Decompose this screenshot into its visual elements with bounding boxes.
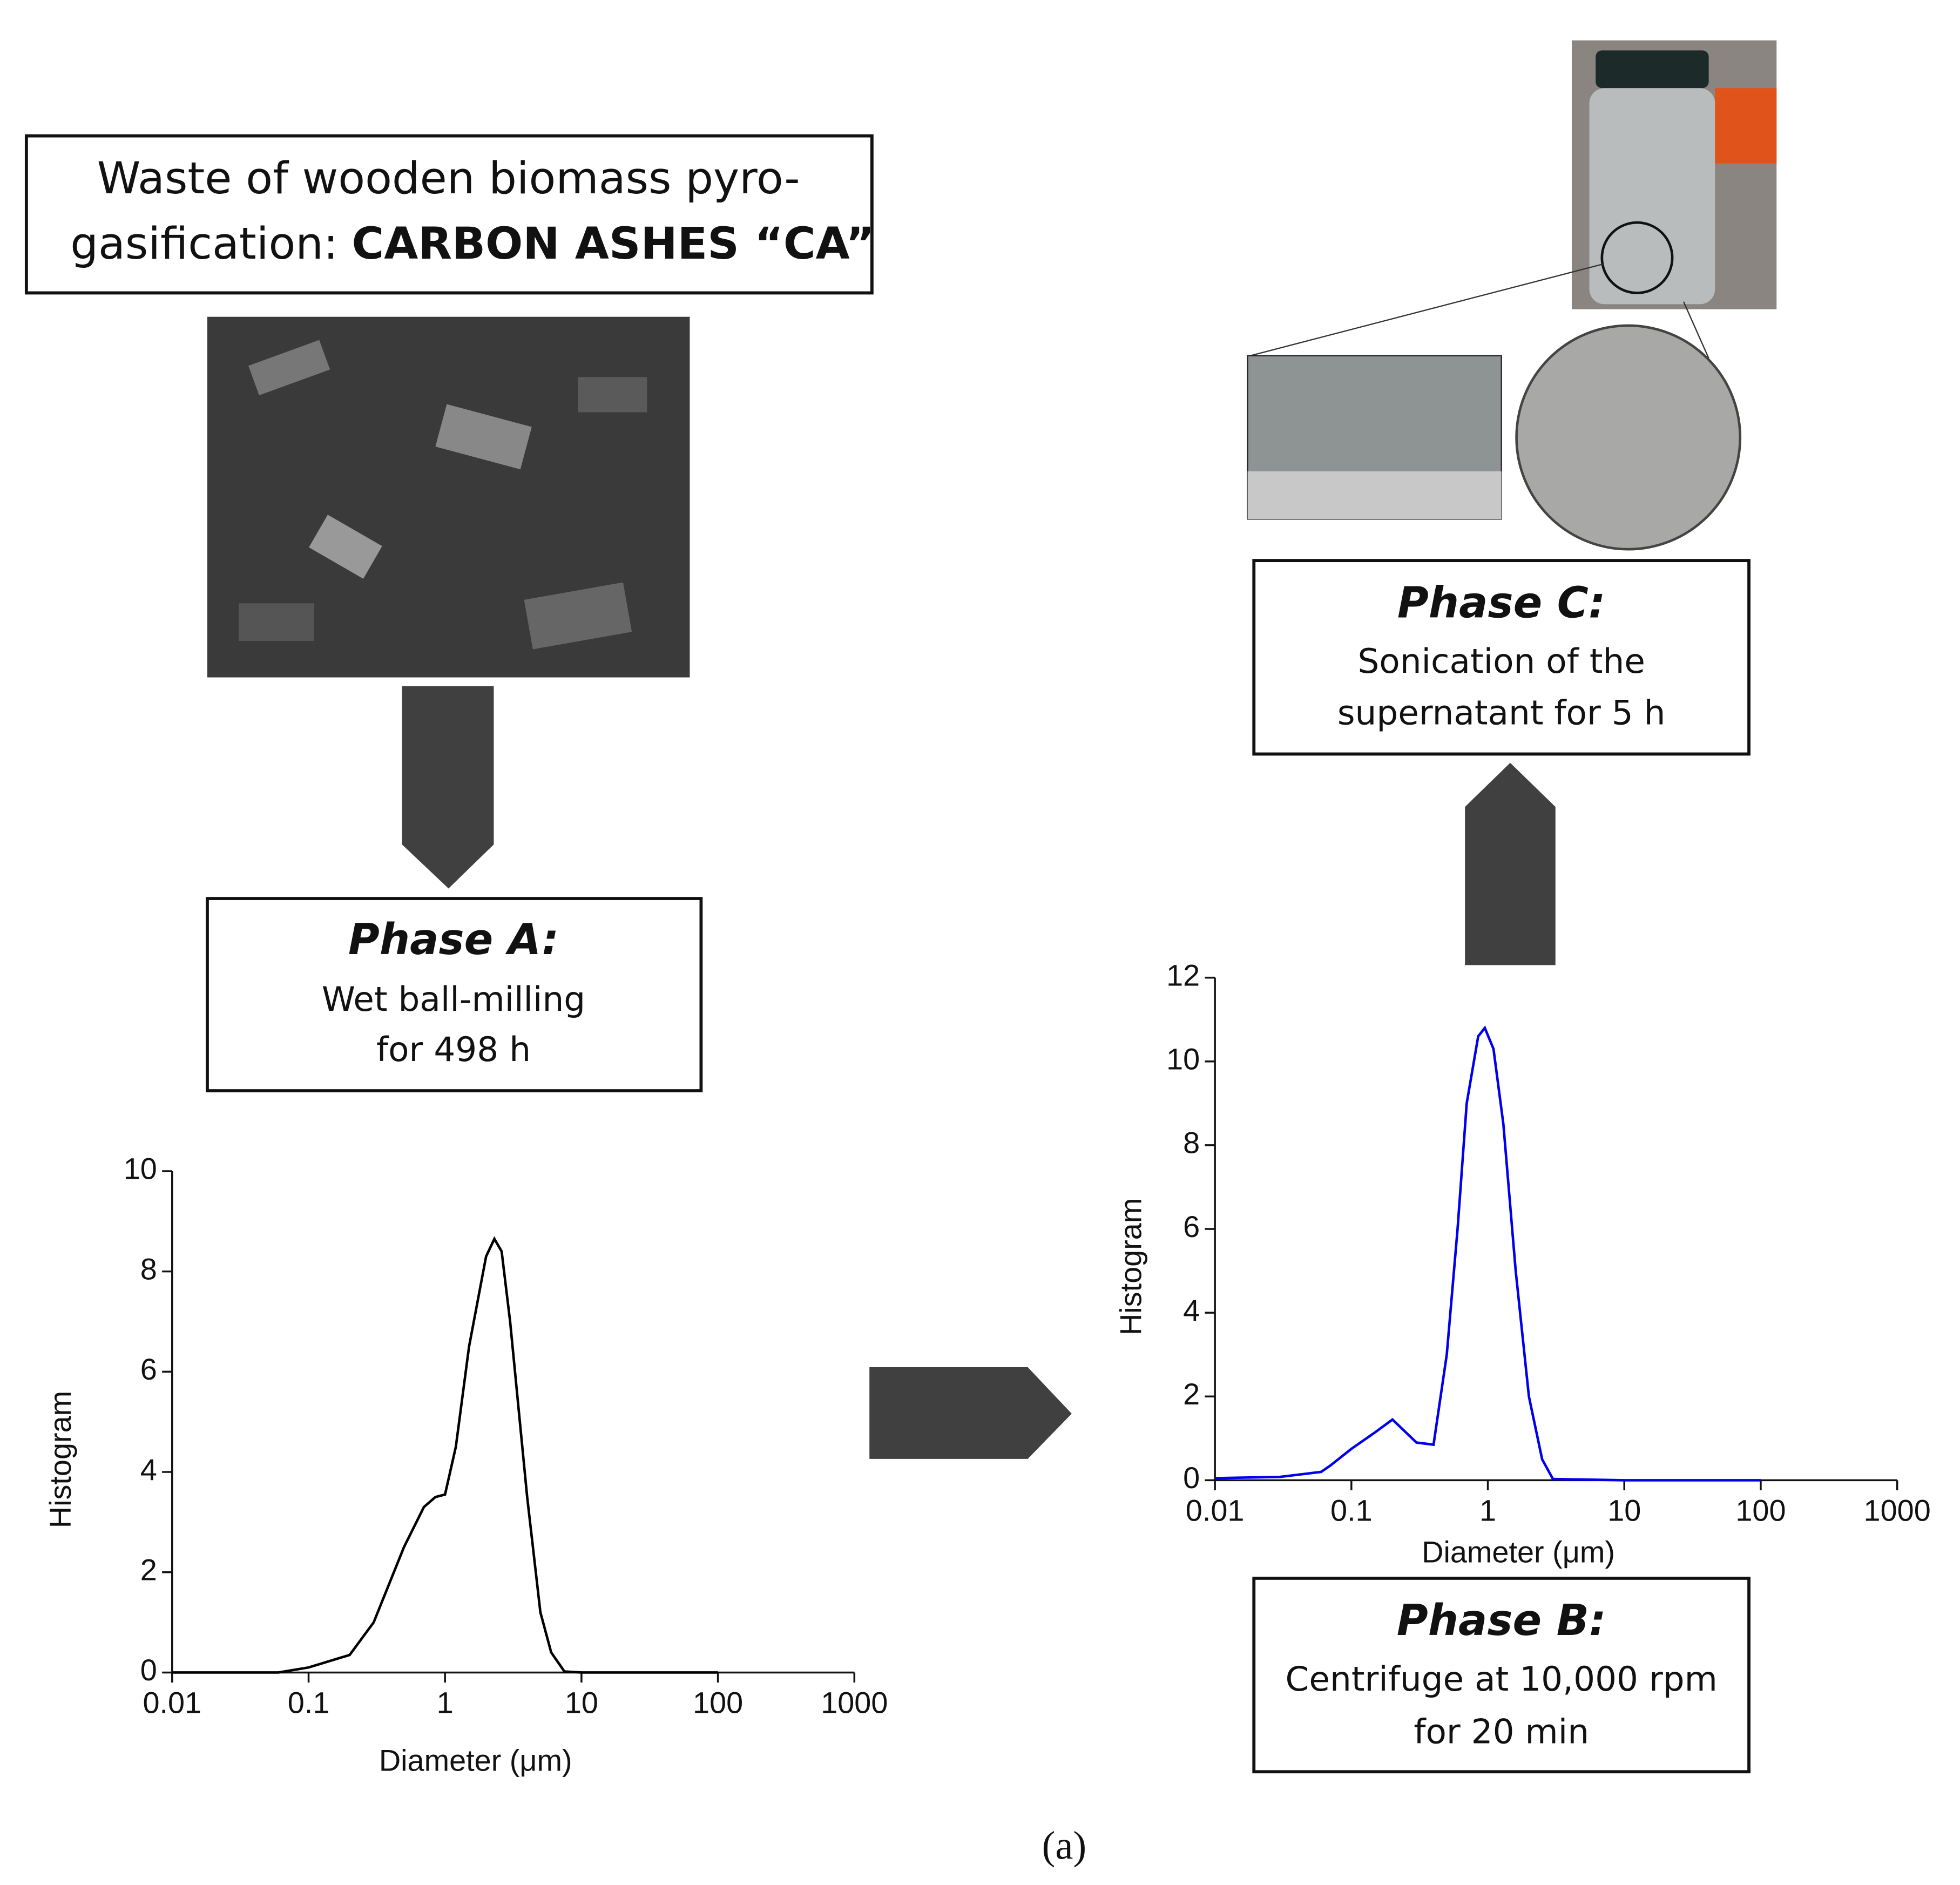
- x-tick-label: 10: [565, 1686, 598, 1720]
- y-axis-label: Histogram: [43, 1391, 77, 1528]
- x-tick-label: 1: [437, 1686, 454, 1720]
- phase-text: supernatant for 5 h: [1337, 693, 1666, 732]
- y-tick-label: 10: [124, 1152, 157, 1186]
- y-tick-label: 6: [140, 1352, 157, 1386]
- phase-title: Phase C:: [1397, 578, 1606, 627]
- phase-title: Phase A:: [348, 915, 559, 964]
- zoom-line: [1249, 263, 1604, 356]
- phase-box: [1252, 1577, 1751, 1774]
- y-tick-label: 12: [1166, 958, 1200, 992]
- data-line: [172, 1236, 718, 1674]
- intro-box: [24, 134, 874, 295]
- x-axis-label: Diameter (μm): [1422, 1535, 1615, 1569]
- y-tick-label: 0: [1183, 1461, 1200, 1495]
- zoom-photo: [1515, 324, 1742, 551]
- x-tick-label: 10: [1607, 1494, 1641, 1528]
- x-tick-label: 100: [1735, 1494, 1786, 1528]
- arrow: [1465, 762, 1556, 965]
- phase-text: Sonication of the: [1357, 641, 1645, 681]
- caption: (a): [1042, 1824, 1087, 1868]
- jar-photo: [1571, 40, 1777, 309]
- data-line: [1215, 1025, 1761, 1482]
- x-tick-label: 1000: [1864, 1494, 1931, 1528]
- y-tick-label: 8: [1183, 1126, 1200, 1160]
- arrow: [402, 686, 494, 889]
- y-tick-label: 0: [140, 1653, 157, 1687]
- phase-text: Wet ball-milling: [322, 979, 585, 1019]
- x-tick-label: 1000: [821, 1686, 888, 1720]
- x-tick-label: 0.01: [1186, 1494, 1245, 1528]
- beaker-photo: [1247, 471, 1502, 519]
- y-tick-label: 4: [140, 1452, 157, 1487]
- x-tick-label: 1: [1479, 1494, 1496, 1528]
- y-tick-label: 2: [140, 1553, 157, 1587]
- x-tick-label: 100: [693, 1686, 743, 1720]
- y-tick-label: 6: [1183, 1210, 1200, 1244]
- x-tick-label: 0.1: [288, 1686, 330, 1720]
- x-tick-label: 0.01: [143, 1686, 201, 1720]
- y-tick-label: 4: [1183, 1293, 1200, 1327]
- phase-box: [206, 897, 703, 1092]
- phase-text: Centrifuge at 10,000 rpm: [1286, 1659, 1718, 1699]
- arrow: [869, 1367, 1072, 1459]
- y-tick-label: 2: [1183, 1377, 1200, 1411]
- zoom-line: [1683, 301, 1709, 359]
- phase-title: Phase B:: [1397, 1596, 1606, 1645]
- intro-text: Waste of wooden biomass pyro-: [97, 153, 800, 204]
- phase-text: for 498 h: [376, 1030, 531, 1069]
- phase-text: for 20 min: [1414, 1712, 1589, 1752]
- intro-text: gasification:: [70, 218, 338, 269]
- intro-text-bold: CARBON ASHES “CA”: [352, 218, 875, 269]
- y-tick-label: 8: [140, 1252, 157, 1286]
- phase-box: [1252, 559, 1751, 756]
- x-tick-label: 0.1: [1330, 1494, 1373, 1528]
- x-axis-label: Diameter (μm): [379, 1744, 572, 1778]
- charcoal-photo: [207, 316, 690, 678]
- y-tick-label: 10: [1166, 1042, 1200, 1076]
- y-axis-label: Histogram: [1114, 1198, 1148, 1335]
